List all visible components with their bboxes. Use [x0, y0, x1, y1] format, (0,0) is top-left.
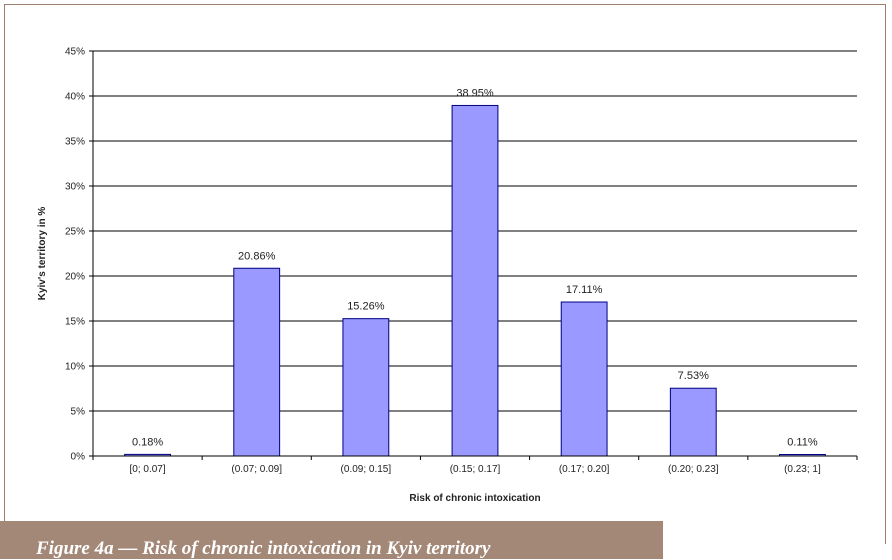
- bar: [451, 104, 499, 457]
- data-label: 20.86%: [238, 250, 276, 262]
- figure-caption-bar: Figure 4a — Risk of chronic intoxication…: [0, 521, 663, 559]
- x-axis-title: Risk of chronic intoxication: [409, 493, 540, 504]
- bar: [669, 387, 717, 457]
- x-tick-label: (0.20; 0.23]: [668, 464, 719, 475]
- bar: [233, 267, 281, 457]
- y-tick-label: 15%: [65, 317, 85, 328]
- y-tick-label: 40%: [65, 92, 85, 103]
- y-tick-label: 30%: [65, 182, 85, 193]
- bar-chart: 0% 5% 10% 15% 20% 25% 30% 35% 40% 45% 0.18% [0; 0.0…: [37, 47, 858, 504]
- labels: 0% 5% 10% 15% 20% 25% 30% 35% 40% 45% 0.18% [0; 0.0…: [65, 47, 821, 476]
- y-tick-label: 0%: [71, 452, 86, 463]
- data-label: 0.11%: [787, 437, 818, 449]
- data-label: 38.95%: [456, 87, 494, 99]
- axes: [89, 50, 858, 460]
- data-label: 17.11%: [566, 284, 603, 296]
- bar: [342, 318, 390, 457]
- bars: [124, 104, 826, 457]
- figure-caption: Figure 4a — Risk of chronic intoxication…: [36, 538, 491, 559]
- y-tick-label: 35%: [65, 137, 85, 148]
- chart-frame: 0% 5% 10% 15% 20% 25% 30% 35% 40% 45% 0.18% [0; 0.0…: [4, 4, 886, 544]
- data-label: 15.26%: [347, 301, 385, 313]
- x-tick-label: (0.09; 0.15]: [341, 464, 392, 475]
- y-tick-label: 5%: [71, 407, 86, 418]
- y-axis-title: Kyiv's territory in %: [37, 207, 48, 301]
- data-label: 7.53%: [678, 370, 709, 382]
- x-tick-label: (0.07; 0.09]: [231, 464, 282, 475]
- x-tick-label: (0.15; 0.17]: [450, 464, 501, 475]
- y-tick-label: 20%: [65, 272, 85, 283]
- y-tick-label: 25%: [65, 227, 85, 238]
- x-tick-label: (0.17; 0.20]: [559, 464, 610, 475]
- bar: [560, 301, 608, 457]
- x-tick-label: [0; 0.07]: [130, 464, 166, 475]
- y-tick-label: 10%: [65, 362, 85, 373]
- x-tick-label: (0.23; 1]: [784, 464, 821, 475]
- data-label: 0.18%: [132, 436, 163, 448]
- y-tick-label: 45%: [65, 47, 85, 58]
